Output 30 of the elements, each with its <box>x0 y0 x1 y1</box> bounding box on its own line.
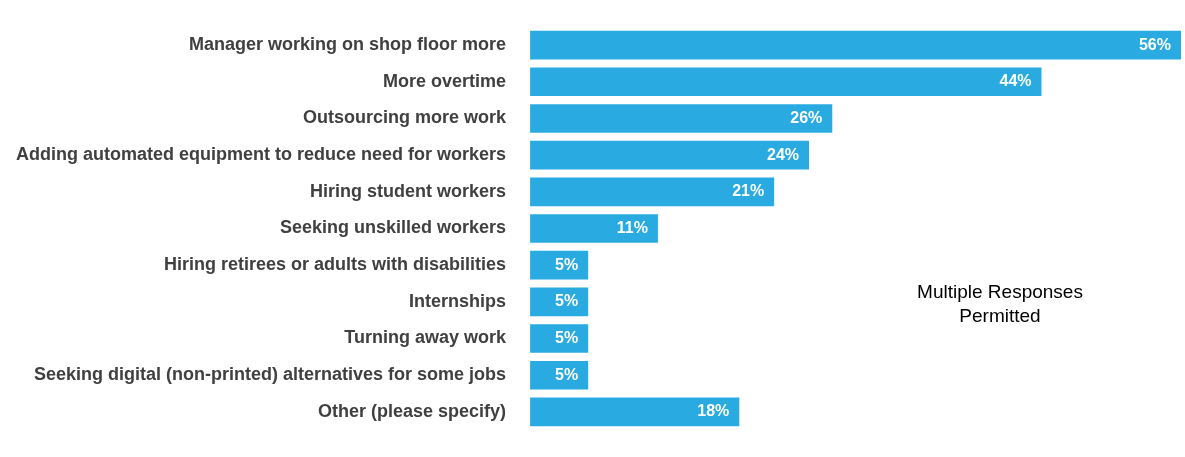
data-label: 5% <box>555 255 579 273</box>
y-tick-label: Seeking digital (non-printed) alternatives for some jobs <box>33 364 507 385</box>
y-tick-label: Hiring retirees or adults with disabilities <box>163 254 507 275</box>
y-tick-label: Seeking unskilled workers <box>279 217 507 238</box>
y-tick-label: Internships <box>409 290 507 311</box>
y-tick-label: Other (please specify) <box>317 400 507 421</box>
y-tick-label: More overtime <box>383 70 507 91</box>
y-tick-label: Hiring student workers <box>310 180 507 201</box>
data-label: 21% <box>732 182 765 200</box>
bar <box>530 30 1181 60</box>
bar <box>530 140 810 170</box>
bar <box>530 177 775 207</box>
data-label: 24% <box>767 145 800 163</box>
bar <box>530 104 833 133</box>
data-label: 26% <box>790 108 823 126</box>
data-label: 5% <box>555 328 579 346</box>
data-label: 44% <box>999 72 1032 90</box>
data-label: 11% <box>616 218 648 236</box>
data-label: 56% <box>1138 35 1171 53</box>
y-tick-label: Adding automated equipment to reduce need for workers <box>16 144 507 165</box>
y-tick-label: Manager working on shop floor more <box>189 34 507 55</box>
data-label: 5% <box>555 292 579 310</box>
bar <box>530 67 1042 97</box>
y-tick-label: Outsourcing more work <box>303 107 508 128</box>
annotation: Multiple Responses Permitted <box>916 280 1084 328</box>
data-label: 5% <box>555 365 579 383</box>
y-tick-label: Turning away work <box>344 327 508 348</box>
bar <box>530 214 658 243</box>
bar <box>530 397 740 427</box>
data-label: 18% <box>697 402 730 420</box>
